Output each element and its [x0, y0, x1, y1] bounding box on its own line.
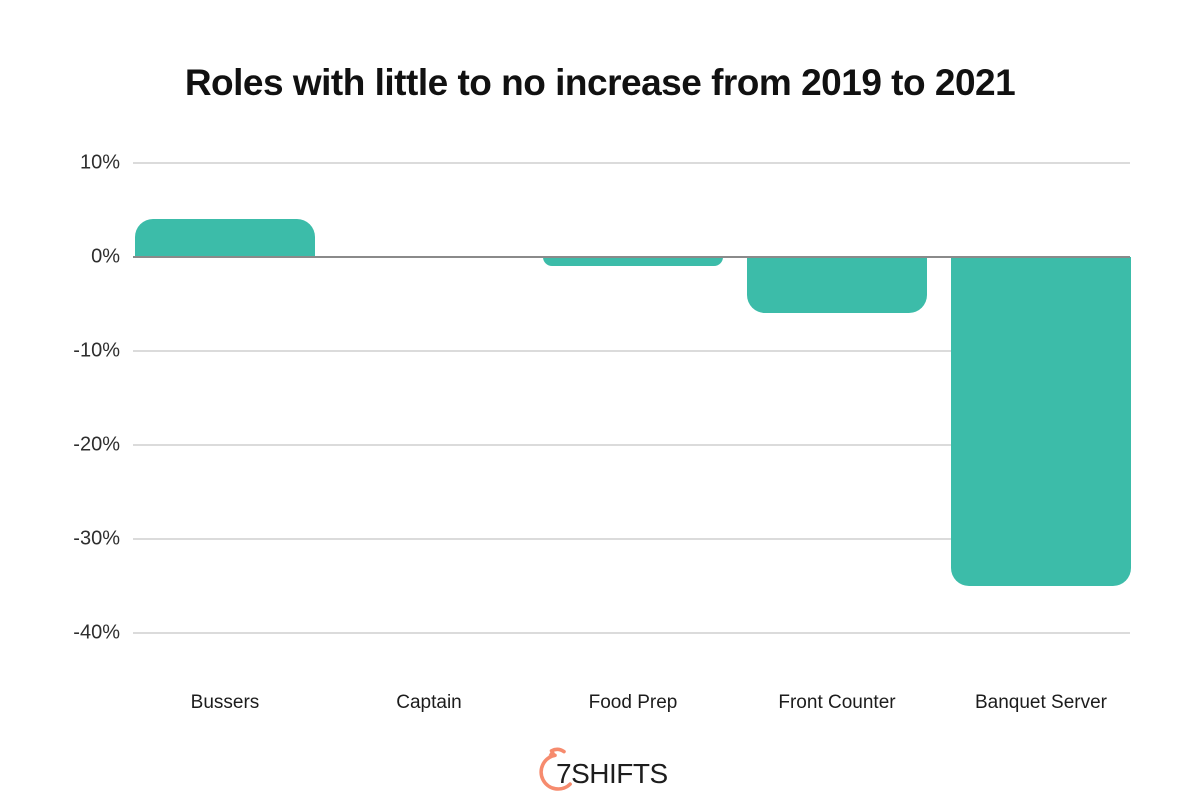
gridline: [133, 632, 1130, 634]
brand-rest: SHIFTS: [571, 758, 668, 789]
x-axis-label-bussers: Bussers: [190, 692, 260, 713]
y-axis-tick-label: -10%: [73, 339, 120, 362]
stopwatch-icon: [539, 747, 572, 791]
y-axis-tick-label: -20%: [73, 433, 120, 456]
bar-bussers: [135, 219, 315, 257]
bar-front-counter: [747, 257, 927, 314]
y-axis-tick-label: 0%: [91, 245, 120, 268]
x-axis-label-food-prep: Food Prep: [588, 692, 678, 713]
bar-food-prep: [543, 257, 723, 267]
gridline: [133, 538, 1130, 540]
y-axis-tick-label: -40%: [73, 621, 120, 644]
brand-logo: 7SHIFTS: [534, 746, 694, 796]
chart-title: Roles with little to no increase from 20…: [184, 62, 1016, 103]
bar-banquet-server: [951, 257, 1131, 586]
x-axis-label-banquet-server: Banquet Server: [974, 692, 1108, 713]
brand-wordmark: 7SHIFTS: [556, 758, 668, 790]
x-axis-label-captain: Captain: [396, 692, 462, 713]
y-axis-tick-label: -30%: [73, 527, 120, 550]
brand-seven: 7: [556, 758, 572, 789]
x-axis-label-front-counter: Front Counter: [778, 692, 896, 713]
gridline: [133, 444, 1130, 446]
y-axis-tick-label: 10%: [79, 151, 120, 174]
gridline: [133, 350, 1130, 352]
zero-baseline: [133, 256, 1130, 258]
gridline: [133, 162, 1130, 164]
